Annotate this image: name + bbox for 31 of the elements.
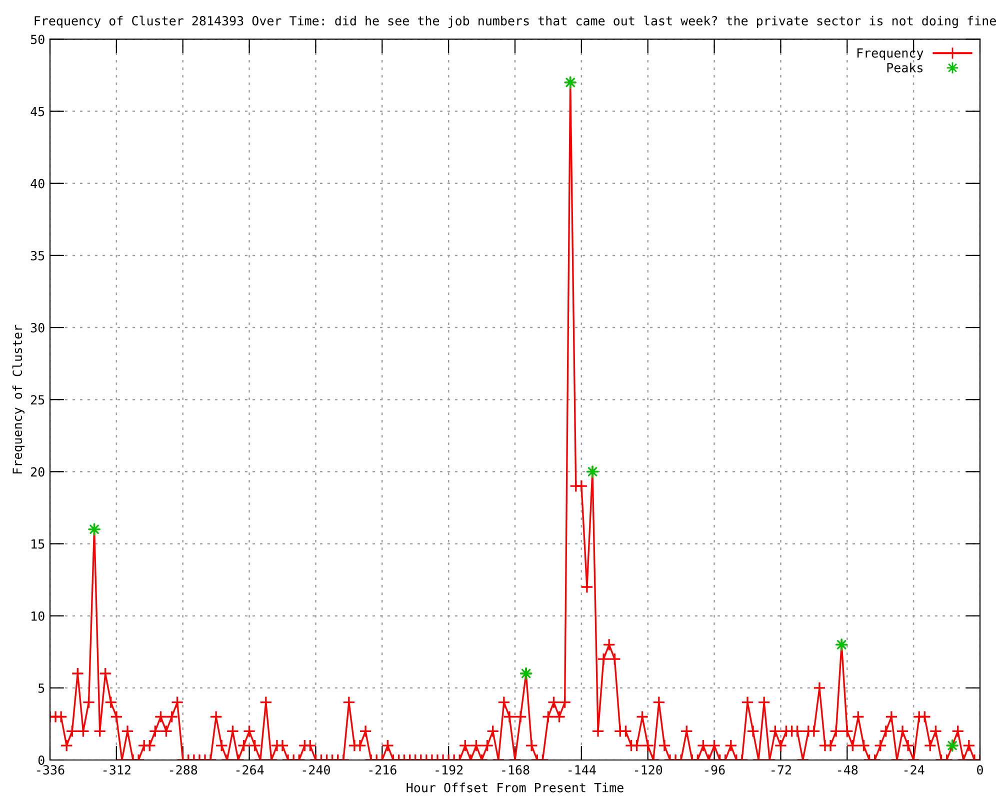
- x-tick-label: -288: [170, 765, 198, 775]
- legend-label: Frequency: [857, 48, 924, 60]
- x-tick-label: -264: [236, 765, 264, 775]
- x-tick-label: -192: [436, 765, 463, 775]
- x-tick-label: -24: [904, 765, 924, 774]
- x-tick-label: -96: [705, 765, 725, 775]
- y-axis-title: Frequency of Cluster: [12, 324, 25, 474]
- x-tick-label: 0: [977, 765, 983, 775]
- y-tick-label: 40: [30, 178, 44, 188]
- x-tick-label: -72: [772, 765, 791, 774]
- y-tick-label: 10: [32, 611, 44, 621]
- x-tick-label: -216: [369, 765, 396, 775]
- x-tick-label: -144: [568, 765, 596, 774]
- y-tick-label: 15: [32, 539, 44, 549]
- y-tick-label: 0: [38, 756, 44, 765]
- x-axis-title: Hour Offset From Present Time: [406, 782, 624, 792]
- y-tick-label: 25: [31, 395, 44, 405]
- y-tick-label: 50: [30, 34, 44, 44]
- x-tick-label: -240: [302, 765, 330, 775]
- chart-title: Frequency of Cluster 2814393 Over Time: did he see the job numbers that came out last week? the private sector is not doing fine: [34, 16, 996, 28]
- x-tick-label: -312: [104, 765, 130, 775]
- y-tick-label: 45: [30, 106, 44, 116]
- y-tick-label: 20: [31, 467, 44, 477]
- x-tick-label: -336: [37, 765, 64, 775]
- y-tick-label: 30: [30, 323, 44, 332]
- y-tick-label: 5: [38, 684, 44, 693]
- x-tick-label: -120: [634, 765, 662, 775]
- x-tick-label: -48: [838, 765, 858, 775]
- x-tick-label: -168: [502, 765, 530, 775]
- y-tick-label: 35: [30, 250, 44, 260]
- legend-label: Peaks: [887, 62, 923, 72]
